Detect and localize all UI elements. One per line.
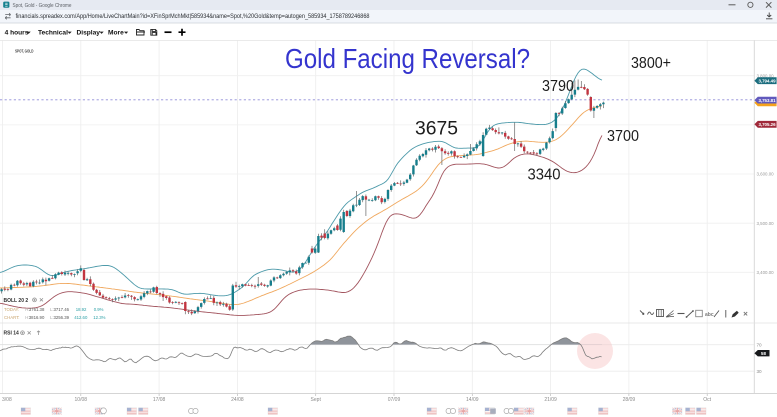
svg-text:Spot, Gold - Google Chrome: Spot, Gold - Google Chrome <box>13 3 72 9</box>
svg-text:Gold Facing Reversal?: Gold Facing Reversal? <box>285 43 530 74</box>
svg-text:3800+: 3800+ <box>631 55 671 72</box>
svg-text:3,800.00: 3,800.00 <box>757 73 775 78</box>
svg-text:70: 70 <box>757 343 763 348</box>
svg-text:3,753.81: 3,753.81 <box>758 98 776 103</box>
svg-text:H:: H: <box>25 315 29 320</box>
svg-text:financials.spreadex.com/App/Ho: financials.spreadex.com/App/Home/LiveCha… <box>16 13 370 20</box>
svg-text:3,705.26: 3,705.26 <box>758 122 776 127</box>
svg-text:BOLL 20 2: BOLL 20 2 <box>4 298 29 304</box>
svg-text:3717.46: 3717.46 <box>54 307 70 312</box>
svg-text:3,794.49: 3,794.49 <box>758 79 776 84</box>
svg-text:30: 30 <box>757 369 763 374</box>
svg-text:SPOT, GOLD: SPOT, GOLD <box>15 48 34 53</box>
svg-text:21/09: 21/09 <box>544 397 557 403</box>
svg-text:10/08: 10/08 <box>75 397 88 403</box>
svg-text:More: More <box>108 29 124 36</box>
svg-text:CHART:: CHART: <box>4 315 19 320</box>
svg-text:14/09: 14/09 <box>466 397 479 403</box>
svg-text:3/08: 3/08 <box>2 397 12 403</box>
svg-text:Display: Display <box>77 29 101 36</box>
svg-text:L:: L: <box>50 307 54 312</box>
svg-text:3256.39: 3256.39 <box>54 315 70 320</box>
svg-text:RSI 14: RSI 14 <box>4 331 20 337</box>
svg-text:3700: 3700 <box>607 128 639 145</box>
svg-text:L:: L: <box>50 315 54 320</box>
svg-text:3,600.00: 3,600.00 <box>757 172 775 177</box>
svg-text:3816.90: 3816.90 <box>29 315 45 320</box>
svg-text:0.9%: 0.9% <box>94 307 104 312</box>
svg-text:H:: H: <box>25 307 29 312</box>
svg-text:abc: abc <box>705 312 714 318</box>
svg-text:12.3%: 12.3% <box>93 315 105 320</box>
svg-text:3340: 3340 <box>528 167 561 184</box>
svg-text:4 hours: 4 hours <box>5 29 29 36</box>
svg-text:58: 58 <box>761 351 766 356</box>
svg-text:Oct: Oct <box>703 397 711 403</box>
svg-text:18.92: 18.92 <box>76 307 87 312</box>
svg-text:Technical: Technical <box>38 29 68 36</box>
svg-text:3,500.00: 3,500.00 <box>757 221 775 226</box>
svg-text:3675: 3675 <box>415 119 458 140</box>
svg-text:17/08: 17/08 <box>153 397 166 403</box>
svg-text:Sept: Sept <box>311 397 322 403</box>
svg-text:28/09: 28/09 <box>623 397 636 403</box>
svg-text:412.60: 412.60 <box>74 315 88 320</box>
svg-text:TODAY:: TODAY: <box>4 307 19 312</box>
svg-text:07/09: 07/09 <box>388 397 401 403</box>
svg-text:3761.38: 3761.38 <box>29 307 45 312</box>
svg-text:3790: 3790 <box>542 78 574 95</box>
svg-text:3,400.00: 3,400.00 <box>757 270 775 275</box>
svg-text:24/08: 24/08 <box>231 397 244 403</box>
